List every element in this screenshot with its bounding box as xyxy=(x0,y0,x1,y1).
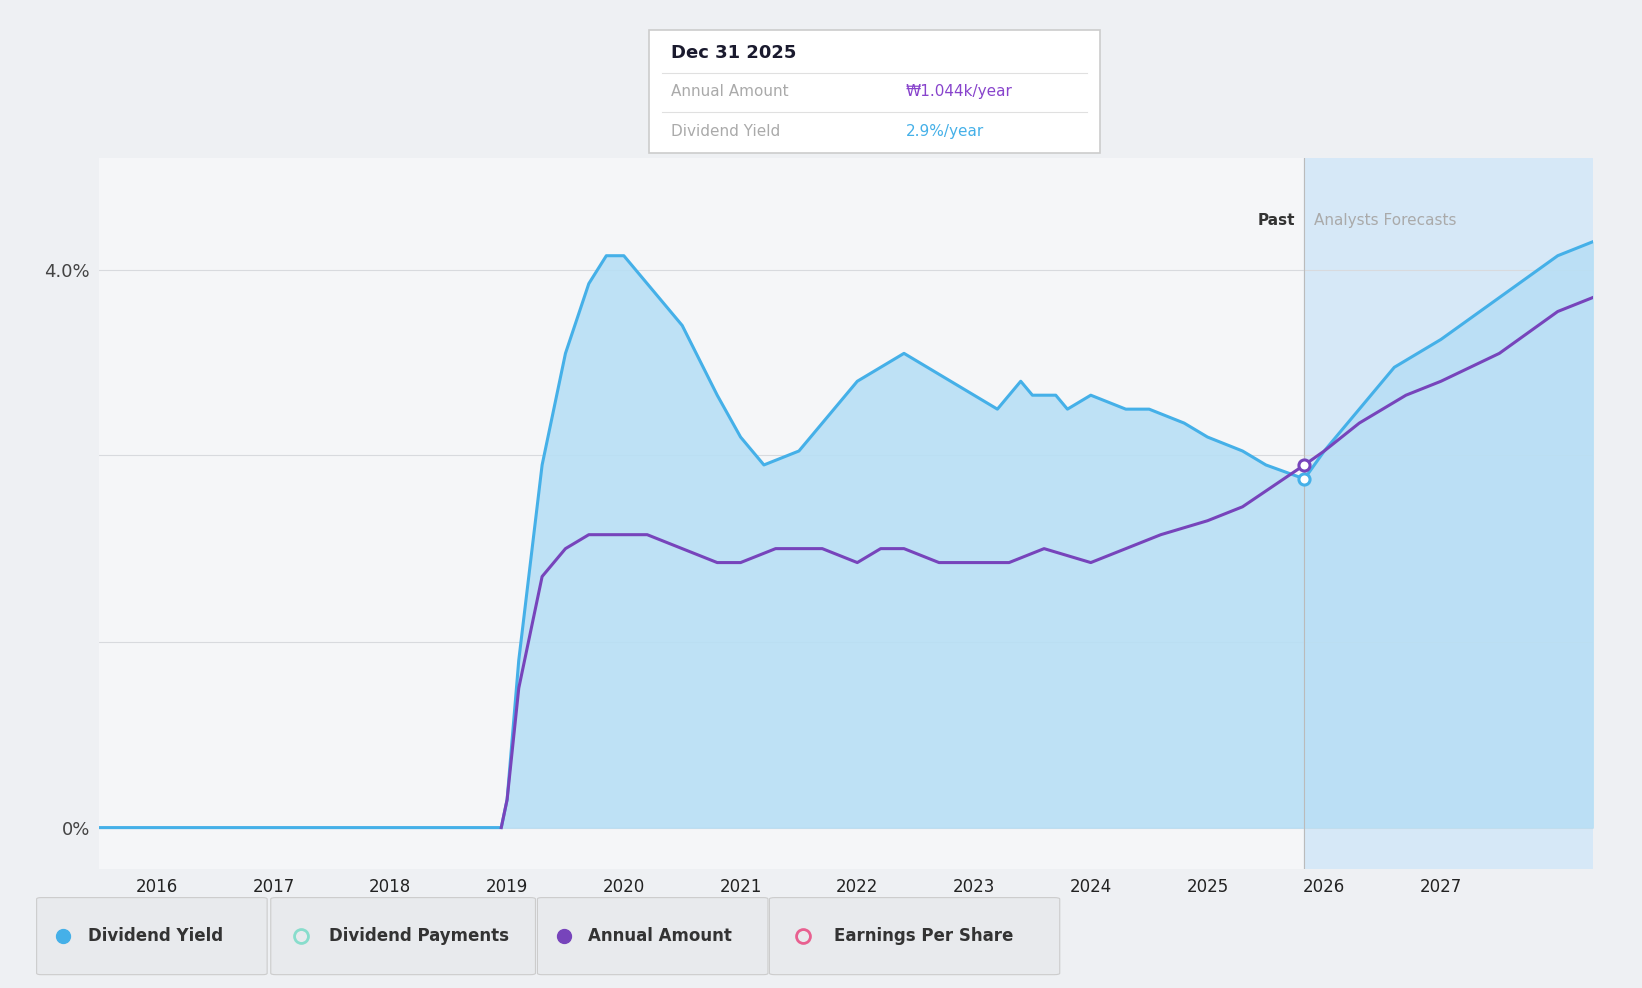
FancyBboxPatch shape xyxy=(271,898,535,974)
Text: Dividend Yield: Dividend Yield xyxy=(87,927,223,946)
FancyBboxPatch shape xyxy=(770,898,1059,974)
FancyBboxPatch shape xyxy=(36,898,268,974)
Text: ₩1.044k/year: ₩1.044k/year xyxy=(906,84,1013,99)
Text: Dec 31 2025: Dec 31 2025 xyxy=(672,44,796,62)
Text: Dividend Yield: Dividend Yield xyxy=(672,124,780,138)
FancyBboxPatch shape xyxy=(537,898,768,974)
Text: Annual Amount: Annual Amount xyxy=(672,84,788,99)
Text: 2.9%/year: 2.9%/year xyxy=(906,124,984,138)
Text: Earnings Per Share: Earnings Per Share xyxy=(834,927,1013,946)
Text: Past: Past xyxy=(1258,212,1296,228)
Text: Annual Amount: Annual Amount xyxy=(588,927,732,946)
Bar xyxy=(1304,158,1593,869)
Text: Analysts Forecasts: Analysts Forecasts xyxy=(1314,212,1456,228)
FancyBboxPatch shape xyxy=(649,30,1100,153)
Text: Dividend Payments: Dividend Payments xyxy=(330,927,509,946)
